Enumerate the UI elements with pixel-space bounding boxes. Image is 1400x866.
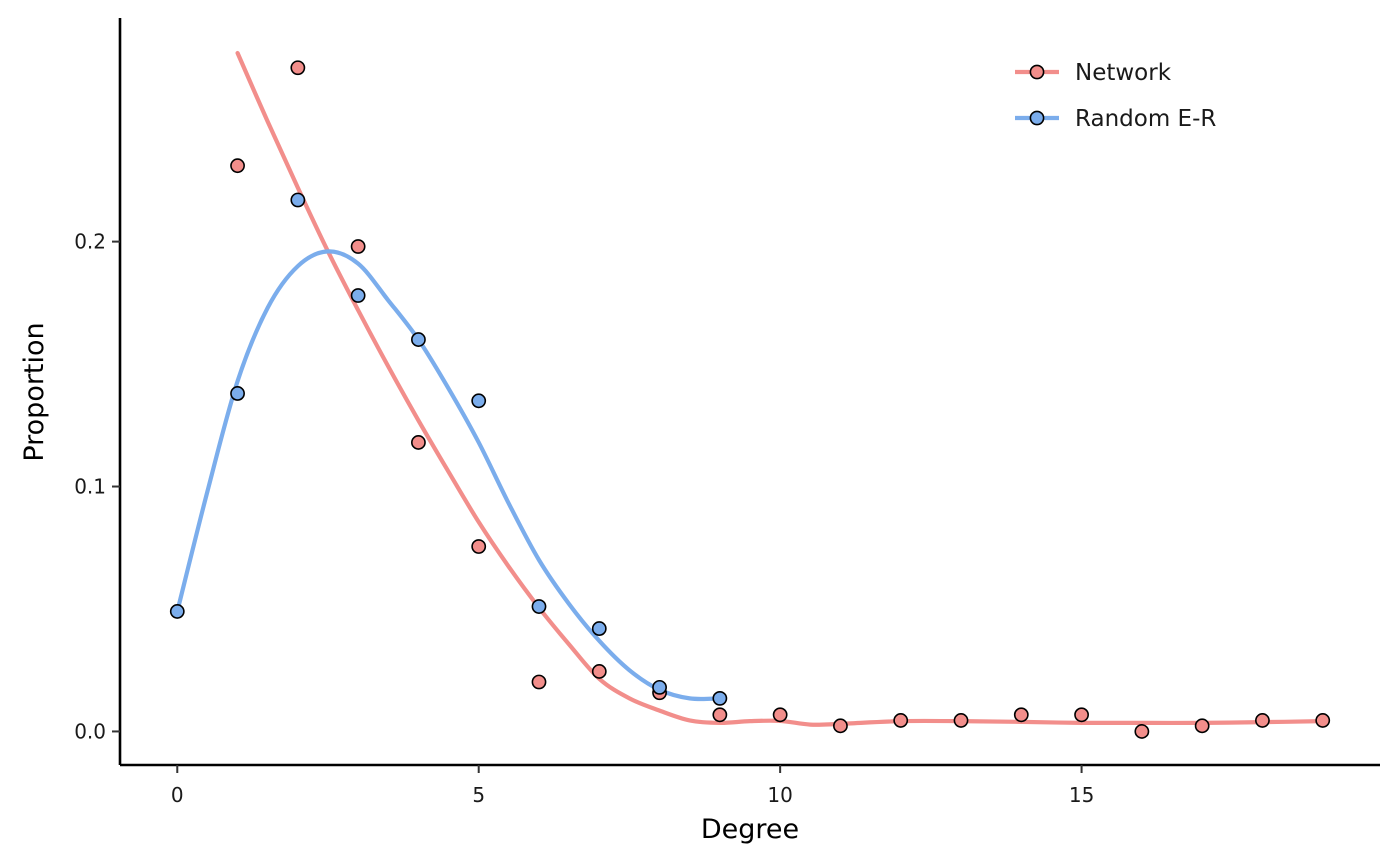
data-point-network (1255, 713, 1270, 728)
data-point-network (350, 239, 366, 254)
legend-item-random-e-r: Random E-R (1015, 106, 1216, 132)
data-point-random-e-r (652, 679, 667, 695)
data-point-random-e-r (531, 599, 547, 614)
data-point-network (290, 60, 306, 76)
x-tick-label: 10 (767, 783, 792, 807)
data-point-network (953, 713, 969, 728)
x-axis-title: Degree (701, 814, 799, 845)
data-point-random-e-r (591, 621, 607, 636)
data-point-network (1013, 707, 1029, 723)
data-point-random-e-r (350, 288, 366, 303)
y-axis-title: Proportion (19, 322, 50, 461)
y-tick-label: 0.0 (74, 719, 106, 743)
data-point-network (471, 539, 487, 554)
data-point-random-e-r (230, 386, 245, 401)
legend-key-point (1029, 64, 1045, 80)
data-point-network (1194, 718, 1210, 734)
series-layer (169, 50, 1331, 739)
data-point-network (893, 713, 909, 728)
data-point-network (230, 158, 245, 174)
legend-label: Random E-R (1075, 106, 1216, 132)
data-point-network (591, 664, 607, 679)
smooth-line-network (235, 50, 1325, 727)
data-point-random-e-r (411, 332, 426, 347)
data-point-network (411, 435, 426, 450)
data-point-network (833, 718, 848, 734)
y-tick-label: 0.1 (74, 475, 106, 499)
data-point-random-e-r (712, 690, 728, 706)
x-tick-label: 15 (1069, 783, 1094, 807)
legend-item-network: Network (1015, 60, 1172, 86)
y-tick-label: 0.2 (74, 230, 106, 254)
x-tick-label: 0 (171, 783, 184, 807)
data-point-network (1074, 707, 1089, 723)
data-point-network (772, 707, 788, 723)
data-point-random-e-r (471, 393, 487, 409)
data-point-network (1134, 724, 1150, 739)
legend: Network Random E-R (1015, 60, 1216, 132)
data-point-network (1315, 713, 1331, 728)
data-point-network (712, 707, 728, 723)
legend-key-point (1029, 110, 1045, 126)
data-point-random-e-r (290, 192, 306, 208)
legend-label: Network (1075, 60, 1172, 86)
data-point-random-e-r (169, 604, 185, 619)
smooth-line-random-e-r (175, 249, 722, 702)
x-tick-label: 5 (472, 783, 485, 807)
axes: 0 5 10 15 0.0 0.1 0.2 (74, 18, 1380, 807)
data-point-network (531, 674, 547, 690)
